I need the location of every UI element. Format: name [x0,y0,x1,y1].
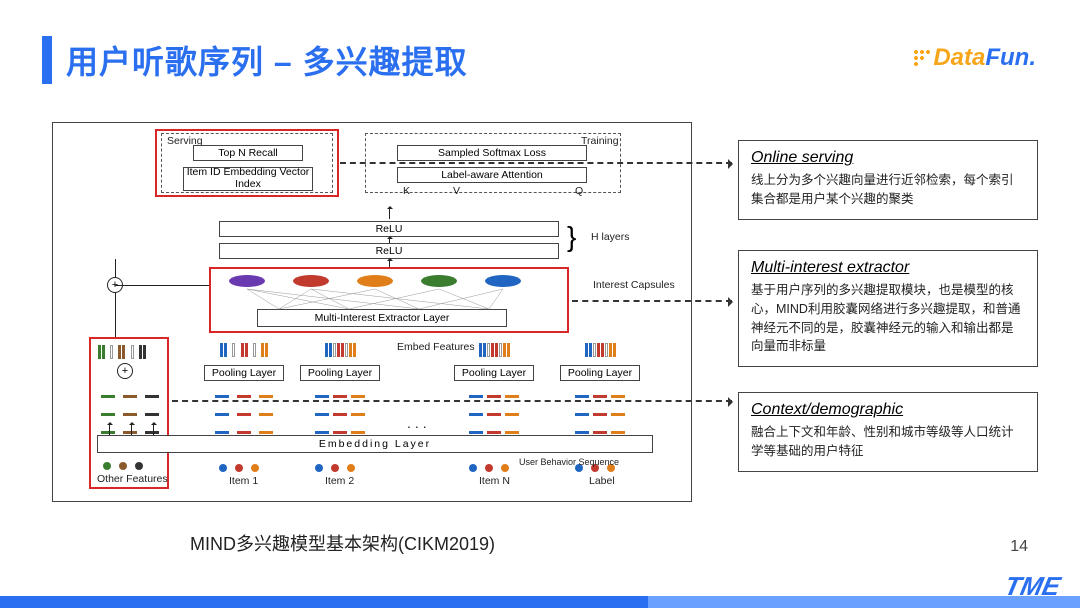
bottom-stripe [0,596,1080,608]
itemn-label: Item N [479,475,510,487]
tme-corner-logo: TME [1002,571,1063,602]
logo-part2: Fun. [985,44,1036,71]
anno-body: 线上分为多个兴趣向量进行近邻检索，每个索引集合都是用户某个兴趣的聚类 [751,171,1025,209]
pooling-layer: Pooling Layer [204,365,284,381]
embedding-layer: Embedding Layer [97,435,653,453]
line-icon [115,285,209,286]
anno-title: Online serving [751,149,1025,167]
q-label: Q [575,185,583,197]
anno-title: Context/demographic [751,401,1025,419]
arrow-icon [389,207,390,219]
line-icon [115,293,116,339]
pooling-layer: Pooling Layer [560,365,640,381]
user-seq-label: User Behavior Sequence [519,457,619,467]
slide-title-bar: 用户听歌序列 – 多兴趣提取 [42,36,468,84]
annotation-online-serving: Online serving 线上分为多个兴趣向量进行近邻检索，每个索引集合都是… [738,140,1038,220]
slide-title: 用户听歌序列 – 多兴趣提取 [66,37,468,83]
arrow-icon [131,423,132,435]
line-icon [115,259,116,277]
logo-dots-icon [913,49,931,67]
anno-body: 融合上下文和年龄、性别和城市等级等人口统计学等基础的用户特征 [751,423,1025,461]
dashed-connector [572,300,732,302]
page-number: 14 [1010,538,1028,556]
item2-label: Item 2 [325,475,354,487]
brace-icon: } [567,221,576,253]
anno-title: Multi-interest extractor [751,259,1025,277]
arrow-icon [153,423,154,435]
arrow-icon [389,237,390,243]
figure-caption: MIND多兴趣模型基本架构(CIKM2019) [190,530,495,556]
annotation-context-demo: Context/demographic 融合上下文和年龄、性别和城市等级等人口统… [738,392,1038,472]
ellipsis: ... [407,415,431,431]
interest-capsules-label: Interest Capsules [593,279,675,291]
title-accent [42,36,52,84]
sampled-softmax: Sampled Softmax Loss [397,145,587,161]
concat-plus-icon: + [117,363,133,379]
label-aware-attention: Label-aware Attention [397,167,587,183]
dashed-connector [340,162,732,164]
pooling-layer: Pooling Layer [454,365,534,381]
other-features-label: Other Features [97,473,168,485]
datafun-logo: DataFun. [913,44,1036,72]
pooling-layer: Pooling Layer [300,365,380,381]
k-label: K [403,185,410,197]
logo-part1: Data [933,44,985,71]
feature-stacks [201,385,287,439]
dashed-connector [172,400,732,402]
v-label: V [453,185,460,197]
feature-strip-icon [201,341,287,359]
feature-strip-icon [97,343,147,361]
serving-highlight [155,129,339,197]
extractor-highlight [209,267,569,333]
anno-body: 基于用户序列的多兴趣提取模块，也是模型的核心，MIND利用胶囊网络进行多兴趣提取… [751,281,1025,356]
annotation-multi-interest: Multi-interest extractor 基于用户序列的多兴趣提取模块，… [738,250,1038,367]
h-layers-label: H layers [591,231,630,243]
item1-label: Item 1 [229,475,258,487]
arrow-icon [109,423,110,435]
label-label: Label [589,475,615,487]
mind-architecture-diagram: Serving Top N Recall Item ID Embedding V… [52,122,692,502]
